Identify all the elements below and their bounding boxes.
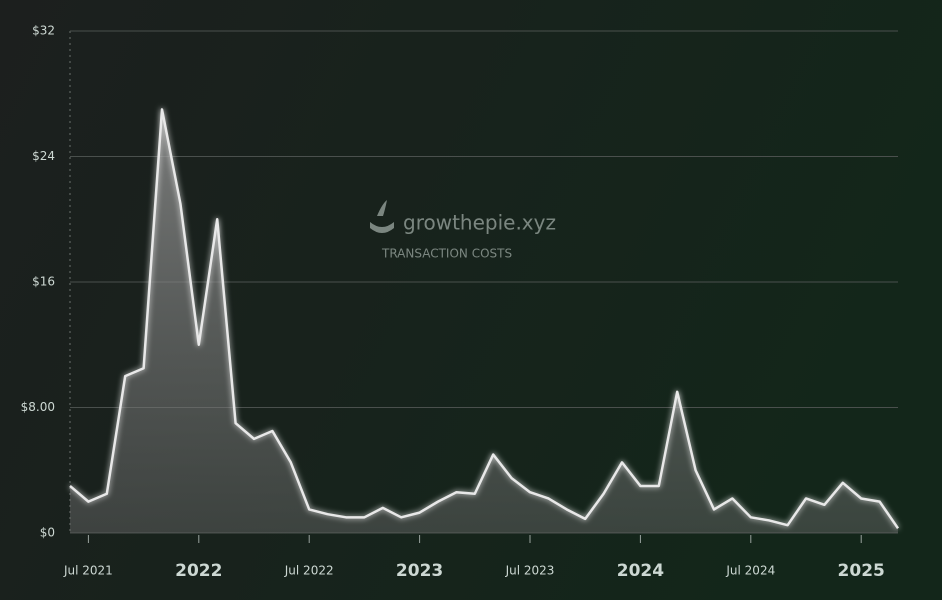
x-tick-label: 2022 (175, 561, 222, 581)
y-tick-label: $8.00 (21, 400, 55, 414)
x-tick-label: 2025 (838, 561, 885, 581)
watermark: growthepie.xyz TRANSACTION COSTS (370, 200, 556, 261)
y-tick-label: $0 (40, 526, 55, 540)
logo (370, 200, 394, 233)
x-tick-label: Jul 2024 (725, 564, 775, 578)
brand: growthepie.xyz (403, 211, 556, 235)
area (70, 109, 898, 533)
y-tick-label: $24 (32, 149, 55, 163)
x-tick-label: Jul 2021 (63, 564, 113, 578)
y-tick-label: $32 (32, 24, 55, 38)
x-tick-label: 2024 (617, 561, 664, 581)
line (69, 108, 900, 530)
subtitle: TRANSACTION COSTS (381, 247, 512, 261)
x-tick-label: Jul 2023 (505, 564, 555, 578)
x-tick-label: Jul 2022 (284, 564, 334, 578)
y-tick-label: $16 (32, 275, 55, 289)
x-tick-label: 2023 (396, 561, 443, 581)
